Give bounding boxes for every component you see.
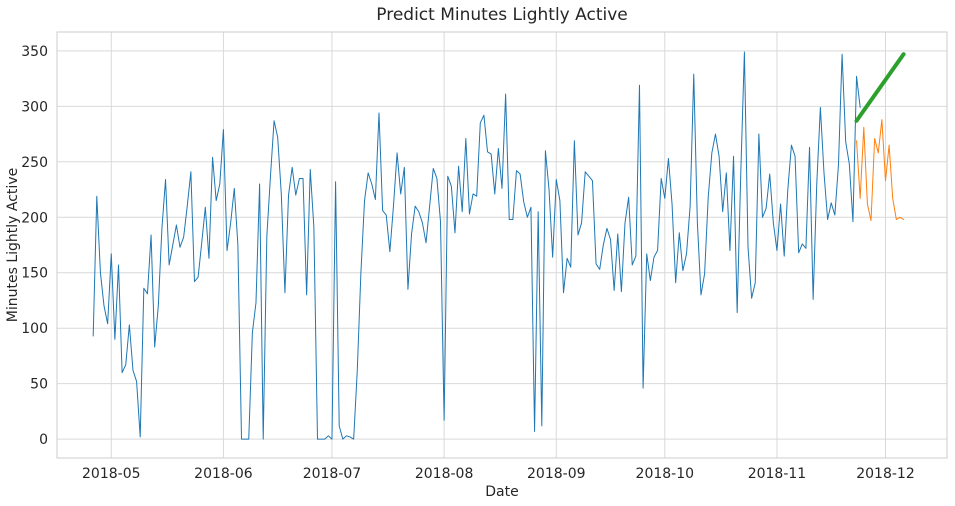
y-tick-label: 50 (30, 377, 48, 393)
y-tick-label: 0 (39, 432, 48, 448)
series-line-2 (856, 119, 905, 222)
x-tick-labels: 2018-05 2018-06 2018-07 2018-08 2018-09 2018-… (82, 466, 915, 482)
plot-frame (56, 31, 948, 459)
x-axis-title: Date (485, 484, 518, 500)
x-tick-label: 2018-11 (748, 466, 807, 482)
y-tick-label: 350 (21, 44, 48, 60)
x-tick-label: 2018-05 (82, 466, 141, 482)
series-line-1 (92, 51, 861, 440)
plot-area (57, 32, 947, 458)
series-group (92, 51, 906, 440)
x-tick-label: 2018-06 (194, 466, 253, 482)
y-tick-label: 200 (21, 210, 48, 226)
x-tick-label: 2018-12 (856, 466, 915, 482)
y-tick-label: 100 (21, 321, 48, 337)
y-axis-title: Minutes Lightly Active (5, 168, 21, 322)
grid (56, 31, 948, 459)
y-tick-label: 300 (21, 99, 48, 115)
x-tick-label: 2018-07 (303, 466, 362, 482)
x-tick-label: 2018-09 (527, 466, 586, 482)
x-tick-label: 2018-08 (415, 466, 474, 482)
y-tick-label: 250 (21, 155, 48, 171)
chart-title: Predict Minutes Lightly Active (376, 5, 627, 25)
y-tick-label: 150 (21, 266, 48, 282)
series-line-3 (854, 52, 906, 123)
x-tick-label: 2018-10 (636, 466, 695, 482)
y-tick-labels: 0 50 100 150 200 250 300 350 (21, 44, 48, 448)
